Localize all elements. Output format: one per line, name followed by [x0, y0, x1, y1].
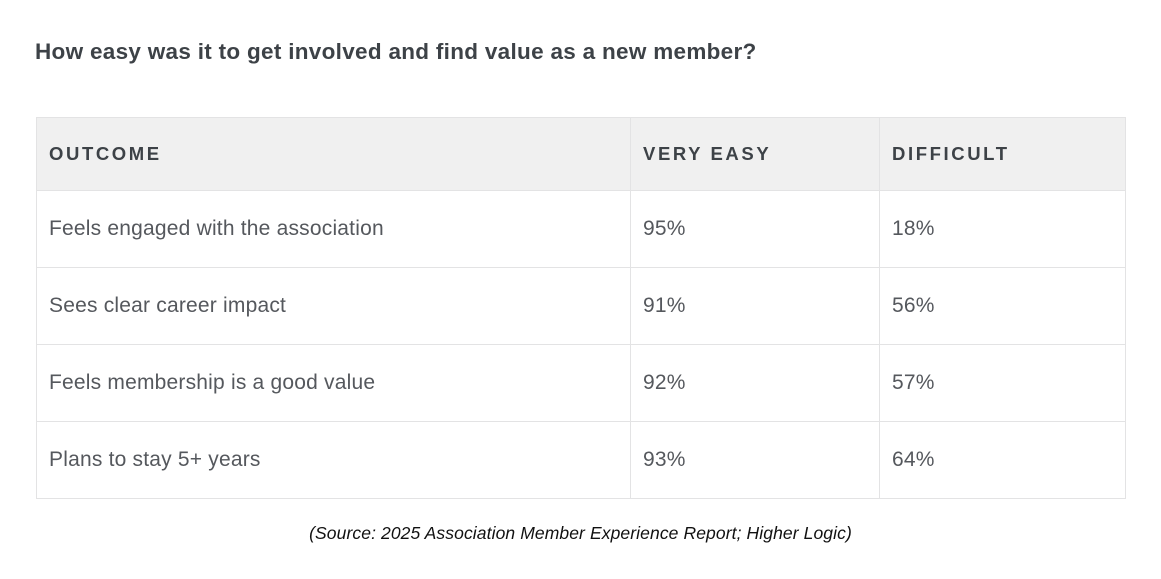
cell-difficult: 64% [879, 421, 1126, 499]
cell-outcome: Feels engaged with the association [36, 190, 631, 268]
cell-very-easy: 95% [630, 190, 880, 268]
cell-difficult: 56% [879, 267, 1126, 345]
cell-very-easy: 92% [630, 344, 880, 422]
cell-very-easy: 91% [630, 267, 880, 345]
table-row: Sees clear career impact 91% 56% [36, 267, 1126, 345]
column-header-outcome: OUTCOME [36, 117, 631, 191]
table-row: Feels engaged with the association 95% 1… [36, 190, 1126, 268]
cell-very-easy: 93% [630, 421, 880, 499]
table-header: OUTCOME VERY EASY DIFFICULT [36, 117, 1126, 191]
page-title: How easy was it to get involved and find… [35, 39, 757, 64]
header-row: OUTCOME VERY EASY DIFFICULT [36, 117, 1126, 191]
table-row: Feels membership is a good value 92% 57% [36, 344, 1126, 422]
results-table: OUTCOME VERY EASY DIFFICULT Feels engage… [36, 117, 1126, 499]
column-header-very-easy: VERY EASY [630, 117, 880, 191]
cell-difficult: 57% [879, 344, 1126, 422]
table-body: Feels engaged with the association 95% 1… [36, 190, 1126, 499]
cell-outcome: Plans to stay 5+ years [36, 421, 631, 499]
column-header-difficult: DIFFICULT [879, 117, 1126, 191]
cell-outcome: Sees clear career impact [36, 267, 631, 345]
cell-outcome: Feels membership is a good value [36, 344, 631, 422]
cell-difficult: 18% [879, 190, 1126, 268]
source-citation: (Source: 2025 Association Member Experie… [309, 523, 852, 543]
table-row: Plans to stay 5+ years 93% 64% [36, 421, 1126, 499]
